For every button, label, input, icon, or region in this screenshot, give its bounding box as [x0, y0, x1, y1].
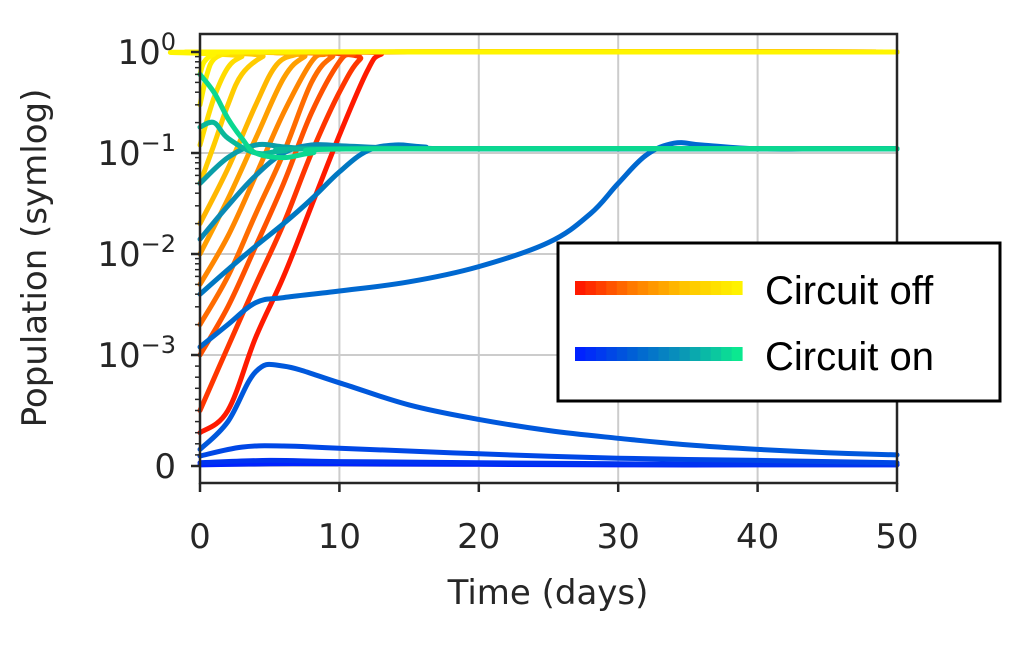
- series-line-circuit-on-13: [197, 443, 900, 466]
- series-lines: [168, 48, 900, 468]
- legend-swatch-segment: [606, 281, 618, 295]
- x-tick-label: 50: [875, 517, 918, 557]
- legend-swatch-segment: [689, 347, 701, 361]
- legend-swatch-segment: [575, 347, 586, 361]
- series-line-circuit-off-10: [168, 49, 900, 77]
- series-line-circuit-on-12: [197, 457, 900, 468]
- y-axis-label: Population (symlog): [15, 89, 55, 428]
- y-tick-label: 10−2: [97, 230, 176, 275]
- legend-swatch-segment: [585, 347, 597, 361]
- legend-swatch-segment: [689, 281, 701, 295]
- legend-swatch-segment: [658, 347, 670, 361]
- legend-swatch-segment: [721, 347, 733, 361]
- legend-swatch-segment: [616, 281, 628, 295]
- legend-swatch-segment: [731, 281, 743, 295]
- legend-label-circuit-on: Circuit on: [765, 335, 934, 379]
- legend-swatch-segment: [700, 281, 712, 295]
- legend-label-circuit-off: Circuit off: [765, 269, 934, 313]
- ticks: [191, 50, 899, 492]
- x-tick-label: 10: [318, 517, 361, 557]
- legend-swatch-segment: [637, 347, 649, 361]
- y-tick-label: 10−1: [97, 129, 176, 174]
- x-tick-label: 20: [457, 517, 500, 557]
- legend-swatch-segment: [575, 281, 586, 295]
- x-tick-label: 30: [597, 517, 640, 557]
- legend-swatch-segment: [585, 281, 597, 295]
- y-tick-label: 0: [154, 447, 176, 487]
- legend-swatch-segment: [658, 281, 670, 295]
- legend: Circuit off Circuit on: [556, 241, 1002, 403]
- y-tick-label: 10−3: [97, 331, 176, 376]
- legend-swatch-segment: [668, 347, 680, 361]
- x-axis-label: Time (days): [447, 573, 649, 613]
- y-tick-label: 100: [117, 28, 176, 73]
- legend-swatch-segment: [721, 281, 733, 295]
- legend-swatch-segment: [679, 281, 691, 295]
- tick-labels: 0 10 20 30 40 50 0 10−3 10−2 10−1 100: [97, 28, 918, 557]
- legend-box: [556, 241, 1002, 403]
- legend-swatch-segment: [627, 347, 639, 361]
- legend-swatch-segment: [606, 347, 618, 361]
- legend-swatch-segment: [648, 347, 660, 361]
- x-tick-label: 40: [736, 517, 779, 557]
- series-line-circuit-on-14: [197, 361, 900, 458]
- legend-swatch-segment: [679, 347, 691, 361]
- legend-swatch-segment: [637, 281, 649, 295]
- legend-swatch-segment: [627, 281, 639, 295]
- legend-swatch-segment: [668, 281, 680, 295]
- legend-swatch-segment: [710, 281, 722, 295]
- legend-swatch-segment: [648, 281, 660, 295]
- legend-swatch-segment: [616, 347, 628, 361]
- legend-swatch-circuit-on: [575, 347, 743, 361]
- legend-swatch-segment: [731, 347, 743, 361]
- x-tick-label: 0: [189, 517, 211, 557]
- legend-swatch-segment: [700, 347, 712, 361]
- legend-swatch-segment: [595, 347, 607, 361]
- series-line-circuit-on-20: [197, 71, 900, 161]
- legend-swatch-circuit-off: [575, 281, 743, 295]
- legend-swatch-segment: [595, 281, 607, 295]
- legend-swatch-segment: [710, 347, 722, 361]
